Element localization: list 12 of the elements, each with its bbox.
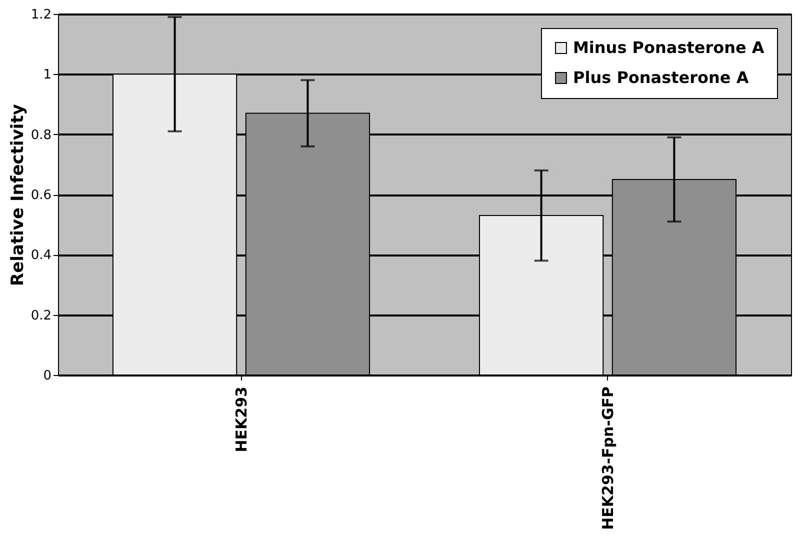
x-tick-label: HEK293-Fpn-GFP — [598, 386, 617, 530]
x-tick-label: HEK293 — [232, 386, 250, 452]
y-tick-label: 0.6 — [30, 188, 52, 203]
y-tick-label: 0.8 — [30, 128, 52, 143]
y-tick-label: 0.4 — [30, 248, 52, 264]
legend-label: Minus Ponasterone A — [573, 38, 765, 57]
y-axis-title: Relative Infectivity — [8, 104, 28, 286]
y-tick-label: 1 — [43, 68, 52, 83]
legend-label: Plus Ponasterone A — [573, 68, 750, 87]
y-tick-label: 0.2 — [30, 308, 52, 324]
y-tick-label: 0 — [43, 368, 52, 384]
y-tick-label: 1.2 — [30, 8, 52, 22]
